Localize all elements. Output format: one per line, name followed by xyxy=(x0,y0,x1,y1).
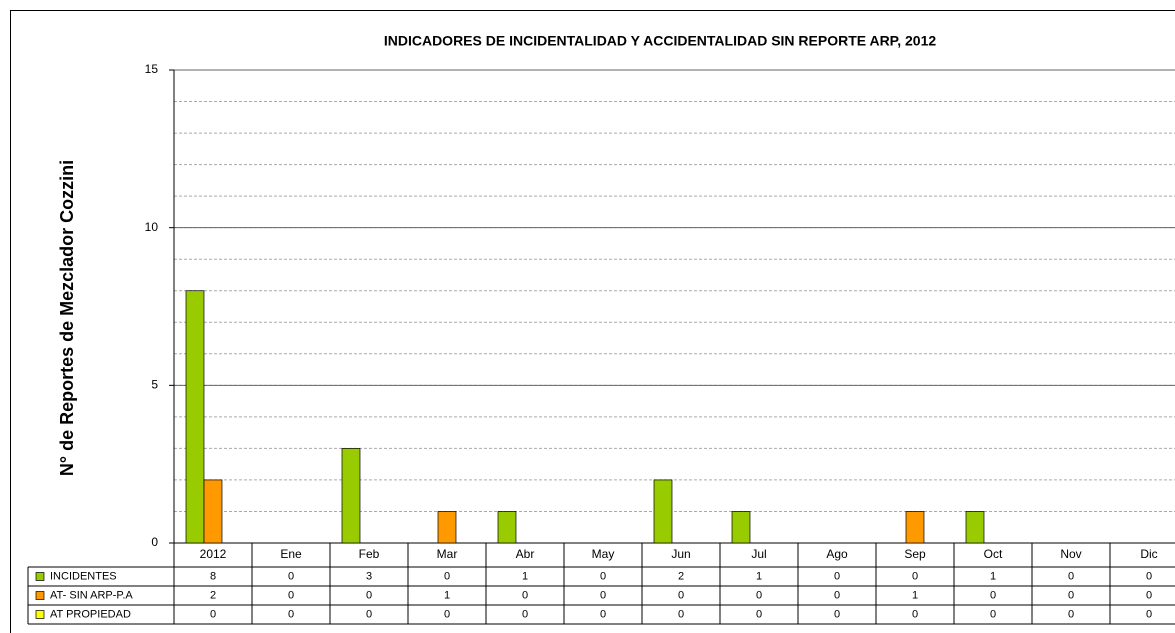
table-value: 0 xyxy=(288,570,294,582)
table-value: 0 xyxy=(912,608,918,620)
table-value: 0 xyxy=(1146,589,1152,601)
table-value: 2 xyxy=(210,589,216,601)
table-value: 0 xyxy=(288,589,294,601)
chart-border xyxy=(10,10,1175,633)
legend-swatch xyxy=(35,610,45,619)
table-value: 0 xyxy=(444,608,450,620)
bar xyxy=(185,290,205,544)
table-value: 0 xyxy=(288,608,294,620)
y-tick-label: 5 xyxy=(151,378,158,392)
table-value: 1 xyxy=(756,570,762,582)
table-value: 0 xyxy=(366,589,372,601)
bar xyxy=(497,511,517,544)
x-tick-label: Oct xyxy=(984,547,1003,561)
legend-swatch xyxy=(35,591,45,600)
table-value: 0 xyxy=(1146,570,1152,582)
x-tick-label: Abr xyxy=(516,547,535,561)
bar xyxy=(437,511,457,544)
table-value: 0 xyxy=(756,608,762,620)
legend-label: AT PROPIEDAD xyxy=(50,608,131,620)
y-tick-label: 10 xyxy=(145,220,159,234)
table-value: 8 xyxy=(210,570,216,582)
table-value: 0 xyxy=(522,608,528,620)
table-value: 1 xyxy=(522,570,528,582)
x-tick-label: Mar xyxy=(437,547,458,561)
y-tick-label: 0 xyxy=(151,535,158,549)
table-value: 1 xyxy=(912,589,918,601)
bar xyxy=(203,479,223,544)
bar xyxy=(731,511,751,544)
table-value: 3 xyxy=(366,570,372,582)
x-tick-label: Feb xyxy=(359,547,380,561)
table-value: 0 xyxy=(600,570,606,582)
table-value: 0 xyxy=(834,608,840,620)
table-value: 0 xyxy=(990,608,996,620)
table-value: 0 xyxy=(1068,608,1074,620)
x-tick-label: May xyxy=(592,547,615,561)
table-value: 1 xyxy=(990,570,996,582)
x-tick-label: Jun xyxy=(671,547,690,561)
bar xyxy=(905,511,925,544)
legend-label: INCIDENTES xyxy=(50,570,117,582)
bar xyxy=(965,511,985,544)
legend-swatch xyxy=(35,572,45,581)
table-value: 0 xyxy=(834,570,840,582)
table-value: 1 xyxy=(444,589,450,601)
x-tick-label: 2012 xyxy=(200,547,227,561)
chart-title: INDICADORES DE INCIDENTALIDAD Y ACCIDENT… xyxy=(384,33,937,49)
table-value: 0 xyxy=(1068,589,1074,601)
table-value: 0 xyxy=(912,570,918,582)
table-value: 0 xyxy=(1068,570,1074,582)
table-value: 0 xyxy=(678,608,684,620)
table-value: 2 xyxy=(678,570,684,582)
table-value: 0 xyxy=(678,589,684,601)
bar xyxy=(653,479,673,544)
x-tick-label: Jul xyxy=(751,547,766,561)
x-tick-label: Dic xyxy=(1140,547,1157,561)
table-value: 0 xyxy=(990,589,996,601)
table-value: 0 xyxy=(756,589,762,601)
table-value: 0 xyxy=(522,589,528,601)
x-tick-label: Ene xyxy=(280,547,302,561)
table-value: 0 xyxy=(444,570,450,582)
x-tick-label: Sep xyxy=(904,547,926,561)
x-tick-label: Ago xyxy=(826,547,848,561)
table-value: 0 xyxy=(210,608,216,620)
x-tick-label: Nov xyxy=(1060,547,1081,561)
y-tick-label: 15 xyxy=(145,62,159,76)
table-value: 0 xyxy=(1146,608,1152,620)
table-value: 0 xyxy=(366,608,372,620)
table-value: 0 xyxy=(600,608,606,620)
legend-label: AT- SIN ARP-P.A xyxy=(50,589,133,601)
bar xyxy=(341,448,361,544)
y-axis-label: N° de Reportes de Mezclador Cozzini xyxy=(57,160,77,476)
table-value: 0 xyxy=(834,589,840,601)
table-value: 0 xyxy=(600,589,606,601)
